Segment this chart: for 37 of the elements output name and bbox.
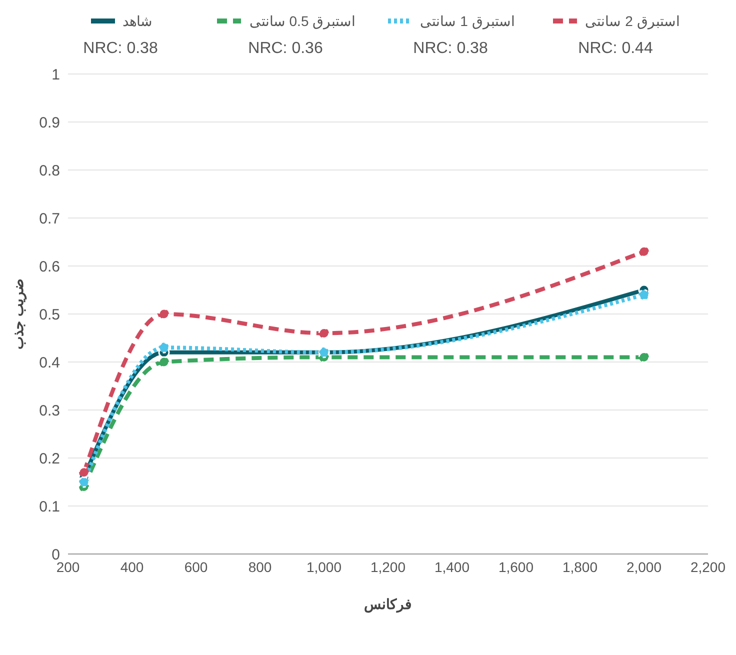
x-tick-label: 1,200 xyxy=(370,558,406,575)
x-tick-label: 1,000 xyxy=(306,558,342,575)
text: NRC: 0.38 xyxy=(83,39,158,59)
point xyxy=(78,466,90,478)
y-tick-label: 0.7 xyxy=(39,210,60,228)
y-tick-label: 0.4 xyxy=(39,354,60,372)
point xyxy=(158,342,170,354)
text: NRC: 0.38 xyxy=(413,39,488,59)
point xyxy=(158,356,170,368)
y-tick-label: 0.1 xyxy=(39,498,60,516)
y-axis-title: ضریب جذب xyxy=(10,278,27,350)
x-tick-label: 1,600 xyxy=(498,558,534,575)
legend-label: شاهد xyxy=(122,13,152,29)
y-tick-label: 0.9 xyxy=(39,114,60,132)
text: NRC: 0.36 xyxy=(248,39,323,59)
y-tick-label: 0.6 xyxy=(39,258,60,276)
y-tick-label: 0.8 xyxy=(39,162,60,180)
point xyxy=(158,308,170,320)
y-tick-label: 0.2 xyxy=(39,450,60,468)
x-tick-label: 2,000 xyxy=(626,558,662,575)
text: NRC: 0.44 xyxy=(578,39,653,59)
point xyxy=(78,476,90,488)
legend-label: استبرق 2 سانتی xyxy=(585,13,680,29)
x-tick-label: 2,200 xyxy=(690,558,726,575)
y-tick-label: 1 xyxy=(52,66,60,84)
legend-label: استبرق 0.5 سانتی xyxy=(249,13,356,29)
x-tick-label: 800 xyxy=(248,558,272,575)
legend-label: استبرق 1 سانتی xyxy=(420,13,515,29)
point xyxy=(638,246,650,258)
x-tick-label: 1,400 xyxy=(434,558,470,575)
y-tick-label: 0.3 xyxy=(39,402,60,420)
y-tick-label: 0.5 xyxy=(39,306,60,324)
point xyxy=(638,289,650,301)
x-axis-title: فرکانس xyxy=(364,596,412,613)
x-tick-label: 1,800 xyxy=(562,558,598,575)
x-tick-label: 400 xyxy=(120,558,144,575)
x-tick-label: 600 xyxy=(184,558,208,575)
